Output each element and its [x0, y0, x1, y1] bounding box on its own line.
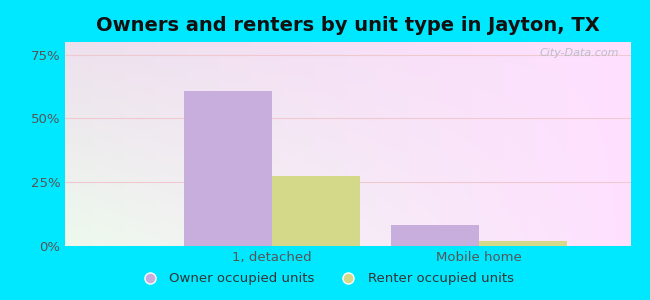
- Title: Owners and renters by unit type in Jayton, TX: Owners and renters by unit type in Jayto…: [96, 16, 599, 35]
- Bar: [391, 225, 479, 246]
- Bar: [183, 92, 272, 246]
- Bar: [479, 241, 567, 246]
- Legend: Owner occupied units, Renter occupied units: Owner occupied units, Renter occupied un…: [131, 267, 519, 290]
- Bar: [272, 176, 360, 246]
- Text: City-Data.com: City-Data.com: [540, 48, 619, 58]
